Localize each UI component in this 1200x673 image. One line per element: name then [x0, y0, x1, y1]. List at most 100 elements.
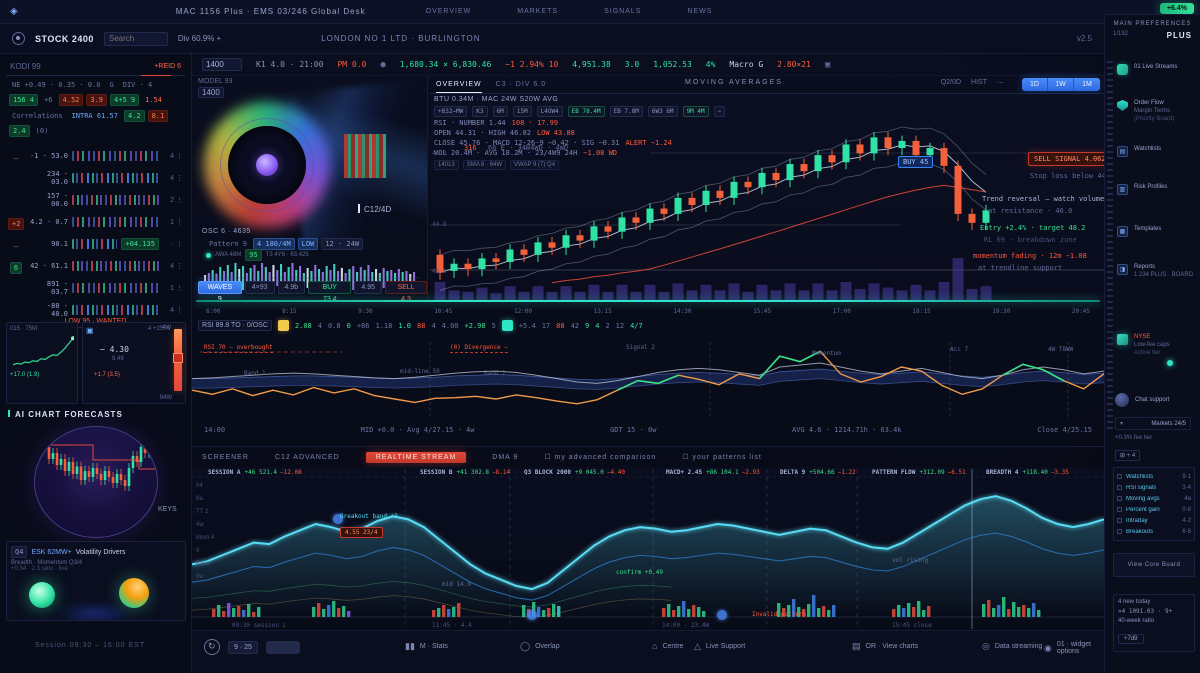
user-chip[interactable] [265, 640, 300, 654]
timeframe-chip[interactable]: 9M 4M [682, 106, 709, 117]
timeframe-chip[interactable]: L4OW4 [536, 106, 563, 117]
sidebar-item-nyse[interactable]: NYSE Low-fee caps Active tier [1117, 333, 1197, 357]
depth-area-chart[interactable]: SESSION A +46 521.4 −12.08 SESSION B +41 302… [192, 467, 1104, 631]
statusbar-item[interactable]: ▤ OR · View charts [852, 641, 918, 652]
sidebar-item-risk-profiles[interactable]: ▥ Risk Profiles [1117, 183, 1197, 195]
core-board-button[interactable]: View Core Board [1113, 553, 1195, 577]
alerts-count-badge[interactable]: 9 · 25 [228, 640, 258, 654]
statusbar-item[interactable]: ◉ 01 · widget options [1044, 641, 1104, 655]
model-code[interactable]: 1400 [198, 87, 224, 98]
watchlist-row[interactable]: +2 4.2 · 0.7 1 ⋮ [6, 211, 185, 233]
timeframe-chip[interactable]: +832−MW [434, 106, 468, 117]
period-chip[interactable]: +7d9 [1118, 634, 1144, 644]
add-widget-chip[interactable]: ⊞ + 4 [1115, 450, 1141, 461]
sidebar-item-watchlists[interactable]: ▤ Watchlists [1117, 145, 1197, 157]
summary-card[interactable]: 4 new today ×4 1091.03 · 9+ 40-week rati… [1113, 594, 1195, 652]
watchlist-row[interactable]: 234 · 03.0 4 ⋮ [6, 167, 185, 189]
left-axis-item: Mom 4 [196, 535, 215, 541]
app-title: MAC 1156 Plus · EMS 03/246 Global Desk [175, 7, 366, 16]
radar-metrics-row: AWA 48M 95 T3 4Y6 · 63.425 [206, 249, 309, 261]
top-menu-item[interactable]: OVERVIEW [425, 8, 472, 15]
watchlist-row[interactable]: 157 · 00.0 2 ⋮ [6, 189, 185, 211]
timeframe-chip[interactable]: EB 7.8M [609, 106, 643, 117]
realtime-stream-badge[interactable]: REALTIME STREAM [365, 451, 467, 463]
session-clock-icon[interactable] [12, 32, 25, 45]
sidebar-item-templates[interactable]: ▦ Templates [1117, 225, 1197, 237]
sidebar-item-order-flow[interactable]: Order Flow Margin Terms (Priority Board) [1117, 99, 1197, 123]
statusbar-icon: ◎ [982, 641, 990, 651]
markets-dropdown[interactable]: ▾ Markets 24/5 [1115, 417, 1191, 430]
signal-list-item[interactable]: Breakouts 6·6 [1117, 526, 1191, 537]
timeframe-segmented-button[interactable]: 1D 1W 1M [1022, 78, 1100, 91]
segment-1w[interactable]: 1W [1048, 78, 1074, 91]
live-status-badge[interactable]: +6.4% [1159, 3, 1194, 14]
radar-button-green[interactable]: BUY 73.4 [308, 281, 352, 300]
insight-link[interactable]: ESK 62MW+ [31, 548, 72, 556]
top-menu-item[interactable]: NEWS [687, 8, 713, 15]
segment-1d[interactable]: 1D [1022, 78, 1048, 91]
chart-tool[interactable]: Q2/0D [940, 79, 962, 86]
oscillator-chart[interactable]: RSI 70 — overbought (0) Divergence − Band … [192, 338, 1104, 422]
screener-header-item[interactable]: C12 ADVANCED [274, 453, 340, 461]
statusbar-item[interactable]: ◎ Data streaming [982, 641, 1042, 652]
account-item[interactable]: Chat support [1115, 393, 1169, 407]
radar-button-primary[interactable]: WAVES 9 [198, 281, 242, 300]
top-menu-item[interactable]: MARKETS [517, 8, 559, 15]
watchlist-row[interactable]: — 90.1 +04.135 · ⋮ [6, 233, 185, 255]
teal-divider[interactable] [196, 300, 1100, 302]
bottom-axis-label: GDT 15 · 0w [610, 426, 657, 434]
tab-c3-div-6-0[interactable]: C3 · DIV 6.0 [495, 81, 547, 88]
signal-name: Moving avgs [1126, 495, 1160, 502]
mini-trend-card[interactable]: 015 · 75M +17.0 (1.9) [6, 322, 78, 404]
sidebar-item-reports[interactable]: ◨ Reports 1 234 PLUS · BOARD [1117, 263, 1197, 279]
candlestick-chart[interactable]: BTU 0.34M · MAC 24W S20W AVG +832−MW K3 6M… [430, 94, 1114, 300]
screener-header-item[interactable]: DMA 9 [492, 453, 519, 461]
chart-tool[interactable]: ⋯ [997, 80, 1004, 87]
chat-icon [1117, 64, 1128, 75]
tab-overview[interactable]: OVERVIEW [436, 76, 482, 93]
segment-1m[interactable]: 1M [1074, 78, 1100, 91]
signal-list-item[interactable]: RSI signals 3·4 [1117, 482, 1191, 493]
sidebar-item-01-live-streams[interactable]: 01 Live Streams [1117, 63, 1197, 75]
signal-list-item[interactable]: Percent gain 0·8 [1117, 504, 1191, 515]
signal-list-item[interactable]: Intraday 4·2 [1117, 515, 1191, 526]
watchlist-rows: — -1 · 53.0 4 ⋮ 234 · 03.0 4 ⋮ 157 · 00.0 2 ⋮ +… [6, 145, 185, 325]
chart-tool[interactable]: HIST [971, 79, 987, 86]
signal-list-item[interactable]: Moving avgs 4a [1117, 493, 1191, 504]
forecast-sphere-chart[interactable] [34, 426, 158, 538]
left-axis-item: Base [196, 561, 210, 567]
radar-button-dark[interactable]: 4.9b [277, 281, 306, 294]
ticker-input[interactable] [202, 58, 242, 71]
timeframe-chip[interactable]: ⋯ [713, 106, 726, 117]
statusbar-item[interactable]: △ Live Support [694, 641, 745, 652]
statusbar-item[interactable]: ⌂ Centre [652, 641, 683, 651]
account-label: Chat support [1135, 397, 1170, 403]
risk-gauge-card[interactable]: ▣ 4 +1.5% − 4.30 9.49 +1.7 (3.5) +4W 94W [82, 322, 186, 404]
insight-card[interactable]: Q4 ESK 62MW+ Volatility Drivers Breadth … [6, 541, 186, 621]
watchlist-row[interactable]: -80 · 40.0 4 ⋮ [6, 299, 185, 321]
symbol-label[interactable]: STOCK 2400 [35, 33, 94, 44]
watchlist-row[interactable]: 6 42 · 61.1 4 ⋮ [6, 255, 185, 277]
timeframe-chip[interactable]: 6W3 6M [647, 106, 678, 117]
radar-button-dark[interactable]: 4.95 [354, 281, 383, 294]
watchlist-header: KODI 99 [10, 62, 41, 71]
screener-header-item[interactable]: SCREENER [202, 453, 249, 461]
top-menu-item[interactable]: SIGNALS [604, 8, 642, 15]
statusbar-item[interactable]: ◯ Overlap [520, 641, 560, 652]
screener-header-item[interactable]: ☐ your patterns list [682, 454, 762, 461]
search-input[interactable] [103, 31, 168, 46]
radar-button-red[interactable]: SELL 4.3 [385, 281, 427, 300]
cursor-readout: C12/4D [358, 204, 391, 214]
timeframe-chip[interactable]: 15M [512, 106, 532, 117]
signal-list-item[interactable]: Watchlists 9·1 [1117, 471, 1191, 482]
timeframe-chip[interactable]: 6M [492, 106, 508, 117]
timeframe-chip[interactable]: K3 [472, 106, 488, 117]
refresh-icon[interactable] [204, 639, 220, 655]
watchlist-row[interactable]: — -1 · 53.0 4 ⋮ [6, 145, 185, 167]
screener-header-item[interactable]: ☐ my advanced comparison [544, 454, 657, 461]
statusbar-item[interactable]: ▮▮ M · Stats [405, 641, 448, 652]
timeframe-chip[interactable]: EB 78.4M [567, 106, 605, 117]
watchlist-row[interactable]: 891 · 03.7 1 ⋮ [6, 277, 185, 299]
risk-gauge[interactable] [173, 329, 183, 391]
radar-button-dark[interactable]: 4×93 [244, 281, 275, 294]
